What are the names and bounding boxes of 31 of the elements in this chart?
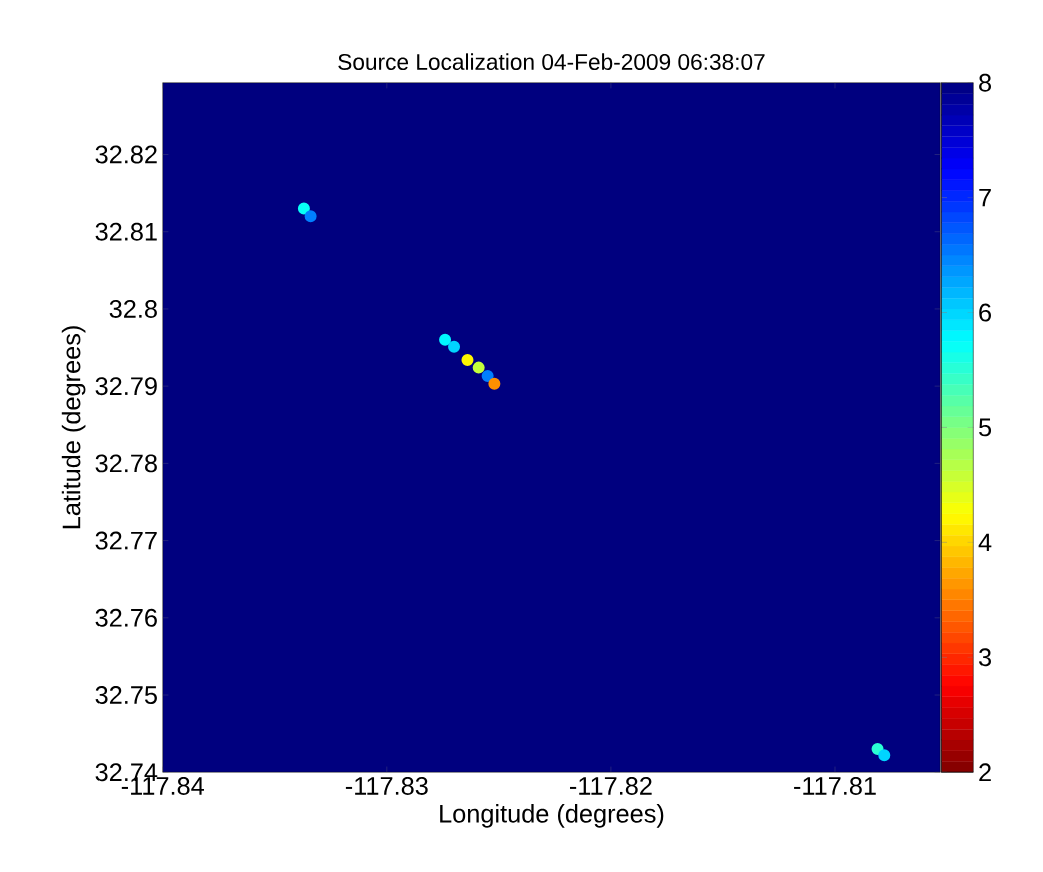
point <box>472 361 485 374</box>
point <box>481 369 494 382</box>
color-bar-label: 2 <box>979 763 991 781</box>
point <box>461 353 474 366</box>
x-tick-label: -117.82 <box>569 776 652 795</box>
y-tick-label: 32.81 <box>95 222 157 241</box>
point <box>439 333 452 346</box>
point <box>878 749 891 762</box>
point <box>871 742 884 755</box>
y-tick-label: 32.82 <box>95 145 157 164</box>
point <box>304 210 317 223</box>
x-tick-label: -117.83 <box>345 776 428 795</box>
color-bar-label: 3 <box>978 648 991 667</box>
point <box>448 340 461 353</box>
y-tick-label: 32.79 <box>95 377 157 395</box>
y-tick-label: 32.75 <box>95 685 157 704</box>
color-bar-label: 5 <box>979 418 992 437</box>
y-axis-title: Latitude (degrees) <box>61 326 86 529</box>
y-tick-label: 32.76 <box>95 608 157 627</box>
point <box>297 202 310 215</box>
chart-title: Source Localization 04-Feb-2009 06:38:07 <box>338 53 765 70</box>
x-axis-title: Longitude (degrees) <box>440 803 664 828</box>
y-tick-label: 32.77 <box>95 531 157 550</box>
color-bar-label: 4 <box>978 533 992 551</box>
color-bar-label: 7 <box>979 188 991 207</box>
point <box>488 377 501 390</box>
x-tick-label: -117.81 <box>794 776 876 795</box>
y-tick-label: 32.8 <box>109 299 157 318</box>
y-tick-label: 32.78 <box>95 454 157 473</box>
color-bar-label: 8 <box>979 73 991 92</box>
color-bar-label: 6 <box>979 303 991 322</box>
